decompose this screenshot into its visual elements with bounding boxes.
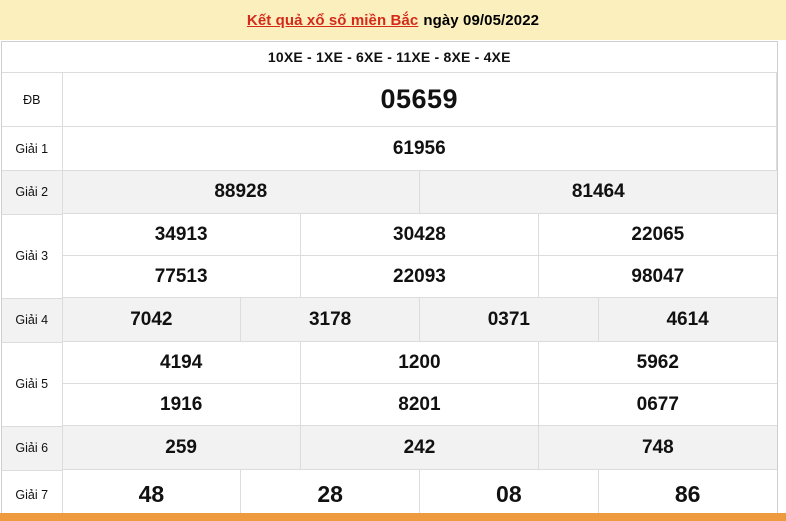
prize-value-db-0: 05659 — [61, 72, 777, 127]
prize-label-g3: Giải 3 — [2, 213, 63, 299]
prize-value-g7-2: 08 — [418, 470, 599, 519]
prize-cells-g4: 7042 3178 0371 4614 — [62, 298, 777, 342]
prize-value-g5-4: 8201 — [299, 383, 540, 426]
header-title-link[interactable]: Kết quả xổ số miền Bắc — [246, 11, 419, 29]
prize-value-g3-4: 22093 — [299, 255, 540, 298]
prize-cells-g2: 88928 81464 — [62, 170, 777, 214]
table-row-db: ĐB 05659 — [2, 72, 777, 127]
prize-value-g5-1: 1200 — [299, 342, 540, 384]
prize-label-g4: Giải 4 — [2, 297, 63, 343]
prize-label-db: ĐB — [2, 72, 63, 127]
prize-label-g2: Giải 2 — [2, 170, 63, 215]
prize-value-g6-2: 748 — [538, 426, 777, 470]
page-header: Kết quả xổ số miền Bắc ngày 09/05/2022 — [0, 0, 786, 40]
prize-value-g4-0: 7042 — [62, 298, 242, 342]
header-date: ngày 09/05/2022 — [423, 11, 540, 29]
prize-label-g5: Giải 5 — [2, 341, 63, 427]
prize-label-g7: Giải 7 — [2, 469, 63, 520]
table-row-g4: Giải 4 7042 3178 0371 4614 — [2, 297, 777, 343]
prize-value-g3-2: 22065 — [538, 214, 777, 256]
bottom-orange-bar — [0, 513, 786, 521]
lottery-results-table: 10XE - 1XE - 6XE - 11XE - 8XE - 4XE ĐB 0… — [1, 41, 778, 520]
prize-value-g4-2: 0371 — [418, 298, 599, 342]
prize-value-g3-3: 77513 — [62, 255, 301, 298]
table-row-g2: Giải 2 88928 81464 — [2, 170, 777, 215]
prize-value-g5-3: 1916 — [62, 383, 301, 426]
table-row-g6: Giải 6 259 242 748 — [2, 425, 777, 471]
prize-value-g4-3: 4614 — [597, 298, 777, 342]
prize-label-g1: Giải 1 — [2, 126, 63, 171]
subtitle-row: 10XE - 1XE - 6XE - 11XE - 8XE - 4XE — [2, 42, 777, 73]
prize-cells-g3: 34913 30428 22065 77513 22093 98047 — [62, 214, 777, 298]
prize-value-g7-3: 86 — [597, 470, 777, 519]
table-row-g3: Giải 3 34913 30428 22065 77513 22093 980… — [2, 213, 777, 299]
table-row-g5: Giải 5 4194 1200 5962 1916 8201 0677 — [2, 341, 777, 427]
prize-value-g7-1: 28 — [240, 470, 420, 519]
table-row-g7: Giải 7 48 28 08 86 — [2, 469, 777, 520]
prize-value-g6-0: 259 — [62, 426, 301, 470]
prize-value-g2-1: 81464 — [419, 171, 777, 214]
prize-value-g4-1: 3178 — [240, 298, 420, 342]
prize-value-g3-1: 30428 — [299, 214, 540, 256]
prize-value-g5-5: 0677 — [538, 383, 777, 426]
prize-value-g7-0: 48 — [62, 470, 242, 519]
prize-value-g1-0: 61956 — [61, 126, 777, 171]
table-row-g1: Giải 1 61956 — [2, 126, 777, 171]
prize-value-g3-5: 98047 — [538, 255, 777, 298]
subtitle-text: 10XE - 1XE - 6XE - 11XE - 8XE - 4XE — [2, 42, 777, 73]
prize-value-g2-0: 88928 — [62, 171, 420, 214]
prize-value-g6-1: 242 — [299, 426, 540, 470]
prize-label-g6: Giải 6 — [2, 425, 63, 471]
prize-cells-g5: 4194 1200 5962 1916 8201 0677 — [62, 342, 777, 426]
prize-cells-g6: 259 242 748 — [62, 426, 777, 470]
prize-cells-g7: 48 28 08 86 — [62, 470, 777, 519]
prize-value-g3-0: 34913 — [62, 214, 301, 256]
prize-value-g5-0: 4194 — [62, 342, 301, 384]
prize-value-g5-2: 5962 — [538, 342, 777, 384]
